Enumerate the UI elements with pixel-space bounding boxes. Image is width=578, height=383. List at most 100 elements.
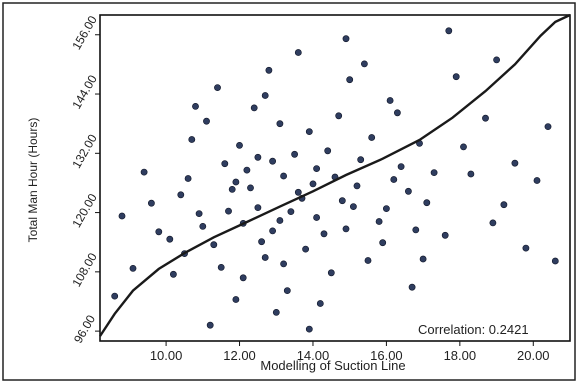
- scatter-point: [261, 254, 269, 261]
- scatter-point: [493, 56, 500, 64]
- scatter-point: [305, 128, 313, 135]
- scatter-point: [261, 92, 269, 99]
- scatter-point: [203, 117, 210, 125]
- x-tick-label: 16.00: [370, 348, 403, 363]
- scatter-point: [147, 199, 155, 207]
- scatter-point: [169, 270, 177, 278]
- scatter-point: [364, 257, 372, 264]
- scatter-point: [129, 264, 137, 272]
- scatter-point: [382, 205, 390, 212]
- x-axis-label: Modelling of Suction Line: [260, 358, 405, 373]
- scatter-point: [118, 212, 126, 220]
- scatter-point: [522, 244, 530, 252]
- scatter-point: [291, 150, 298, 158]
- scatter-point: [360, 60, 368, 68]
- scatter-point: [393, 109, 401, 117]
- correlation-annotation: Correlation: 0.2421: [418, 322, 529, 337]
- x-tick-label: 14.00: [297, 348, 330, 363]
- scatter-point: [294, 188, 302, 196]
- scatter-point: [386, 97, 394, 104]
- x-tick-label: 20.00: [517, 348, 550, 363]
- scatter-point: [441, 231, 449, 239]
- scatter-point: [228, 185, 236, 193]
- scatter-point: [232, 178, 240, 186]
- scatter-point: [551, 257, 559, 265]
- scatter-point: [276, 217, 284, 224]
- scatter-point: [500, 201, 508, 209]
- scatter-point: [544, 123, 552, 130]
- scatter-point: [232, 296, 240, 303]
- scatter-point: [346, 76, 354, 84]
- x-axis-ticks: 10.00 12.00 14.00 16.00 18.00 20.00: [150, 341, 550, 363]
- scatter-point: [397, 163, 405, 170]
- scatter-point: [225, 207, 232, 215]
- scatter-point: [276, 120, 284, 128]
- scatter-points: [111, 27, 559, 333]
- scatter-point: [184, 175, 192, 182]
- scatter-point: [217, 263, 225, 271]
- x-tick-label: 18.00: [444, 348, 477, 363]
- scatter-point: [390, 176, 398, 183]
- scatter-point: [375, 218, 383, 225]
- scatter-point: [265, 66, 273, 74]
- scatter-point: [412, 226, 420, 234]
- scatter-point: [353, 182, 361, 190]
- scatter-point: [221, 160, 229, 168]
- scatter-point: [302, 245, 309, 253]
- scatter-point: [258, 238, 265, 246]
- scatter-point: [357, 156, 365, 164]
- y-axis-label: Total Man Hour (Hours): [26, 118, 40, 243]
- scatter-point: [368, 134, 376, 141]
- scatter-point: [379, 239, 387, 247]
- scatter-point: [533, 177, 541, 184]
- scatter-point: [254, 153, 262, 161]
- scatter-point: [408, 283, 416, 291]
- scatter-point: [155, 228, 163, 236]
- scatter-point: [280, 260, 287, 268]
- scatter-point: [177, 191, 185, 199]
- trend-line: [98, 13, 571, 337]
- scatter-point: [210, 241, 218, 249]
- scatter-point: [188, 136, 196, 143]
- scatter-point: [272, 308, 280, 316]
- scatter-point: [243, 166, 251, 174]
- scatter-point: [423, 199, 431, 207]
- scatter-point: [195, 210, 203, 217]
- scatter-point: [467, 170, 475, 178]
- scatter-point: [327, 269, 335, 277]
- scatter-point: [313, 165, 320, 172]
- scatter-point: [419, 255, 427, 263]
- scatter-point: [349, 203, 357, 210]
- scatter-point: [335, 112, 343, 120]
- scatter-point: [283, 287, 291, 294]
- x-tick-label: 12.00: [223, 348, 256, 363]
- scatter-point: [489, 219, 497, 227]
- scatter-point: [338, 197, 346, 205]
- scatter-point: [316, 300, 324, 307]
- scatter-point: [309, 180, 317, 188]
- scatter-point: [250, 104, 258, 112]
- scatter-point: [206, 321, 214, 329]
- scatter-point: [214, 84, 221, 91]
- scatter-point: [305, 325, 313, 333]
- scatter-point: [342, 225, 350, 233]
- scatter-point: [254, 204, 262, 211]
- scatter-point: [199, 222, 207, 230]
- scatter-point: [482, 114, 489, 122]
- scatter-point: [280, 172, 287, 180]
- scatter-point: [236, 141, 243, 149]
- x-tick-label: 10.00: [150, 348, 183, 363]
- scatter-point: [269, 157, 276, 165]
- scatter-point: [166, 235, 174, 243]
- scatter-point: [269, 227, 276, 235]
- scatter-point: [430, 169, 438, 176]
- scatter-point: [192, 103, 199, 110]
- scatter-point: [320, 230, 328, 238]
- scatter-point: [287, 208, 295, 215]
- scatter-point: [342, 35, 350, 43]
- scatter-point: [445, 27, 453, 35]
- scatter-point: [324, 147, 332, 155]
- scatter-point: [239, 274, 247, 282]
- scatter-point: [452, 73, 460, 81]
